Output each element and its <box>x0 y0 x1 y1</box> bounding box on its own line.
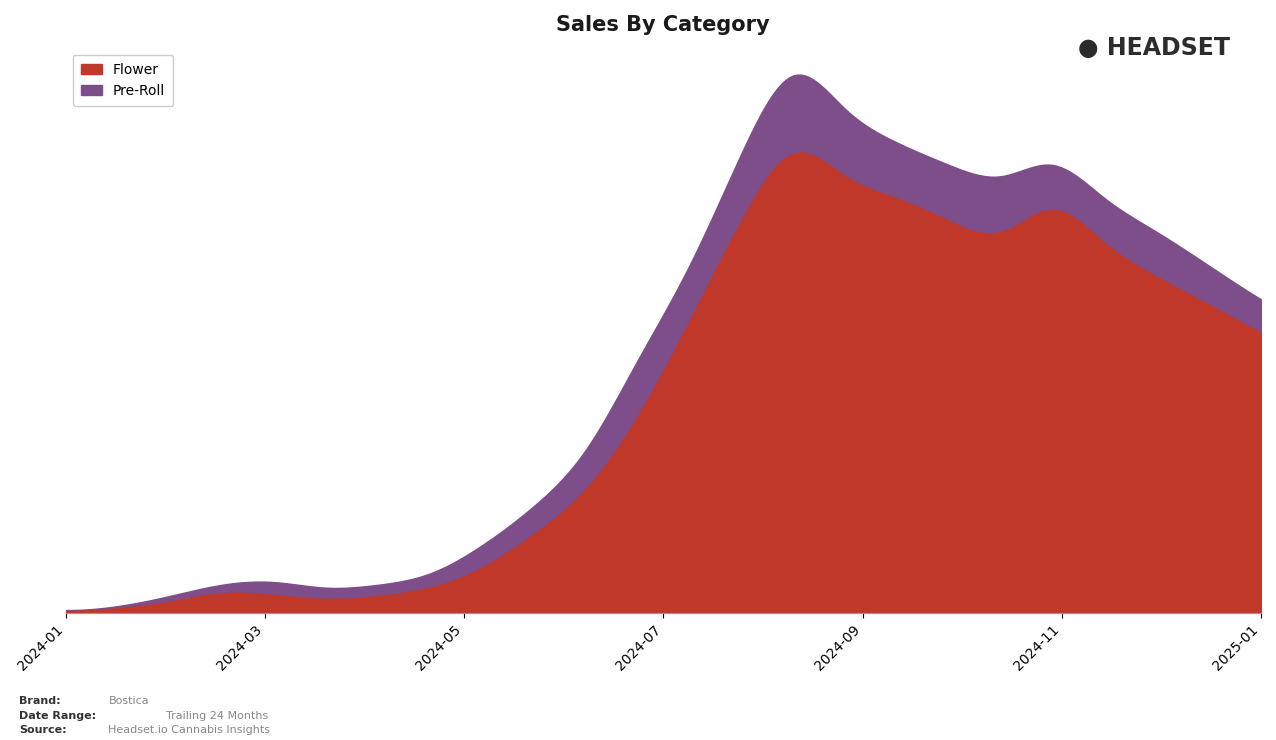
Text: Source:: Source: <box>19 724 66 735</box>
Legend: Flower, Pre-Roll: Flower, Pre-Roll <box>73 55 174 107</box>
Text: Bostica: Bostica <box>108 696 149 707</box>
Text: Trailing 24 Months: Trailing 24 Months <box>166 711 268 722</box>
Text: ● HEADSET: ● HEADSET <box>1078 36 1230 60</box>
Text: Headset.io Cannabis Insights: Headset.io Cannabis Insights <box>108 724 271 735</box>
Text: Brand:: Brand: <box>19 696 61 707</box>
Title: Sales By Category: Sales By Category <box>556 15 771 35</box>
Text: Date Range:: Date Range: <box>19 711 96 722</box>
